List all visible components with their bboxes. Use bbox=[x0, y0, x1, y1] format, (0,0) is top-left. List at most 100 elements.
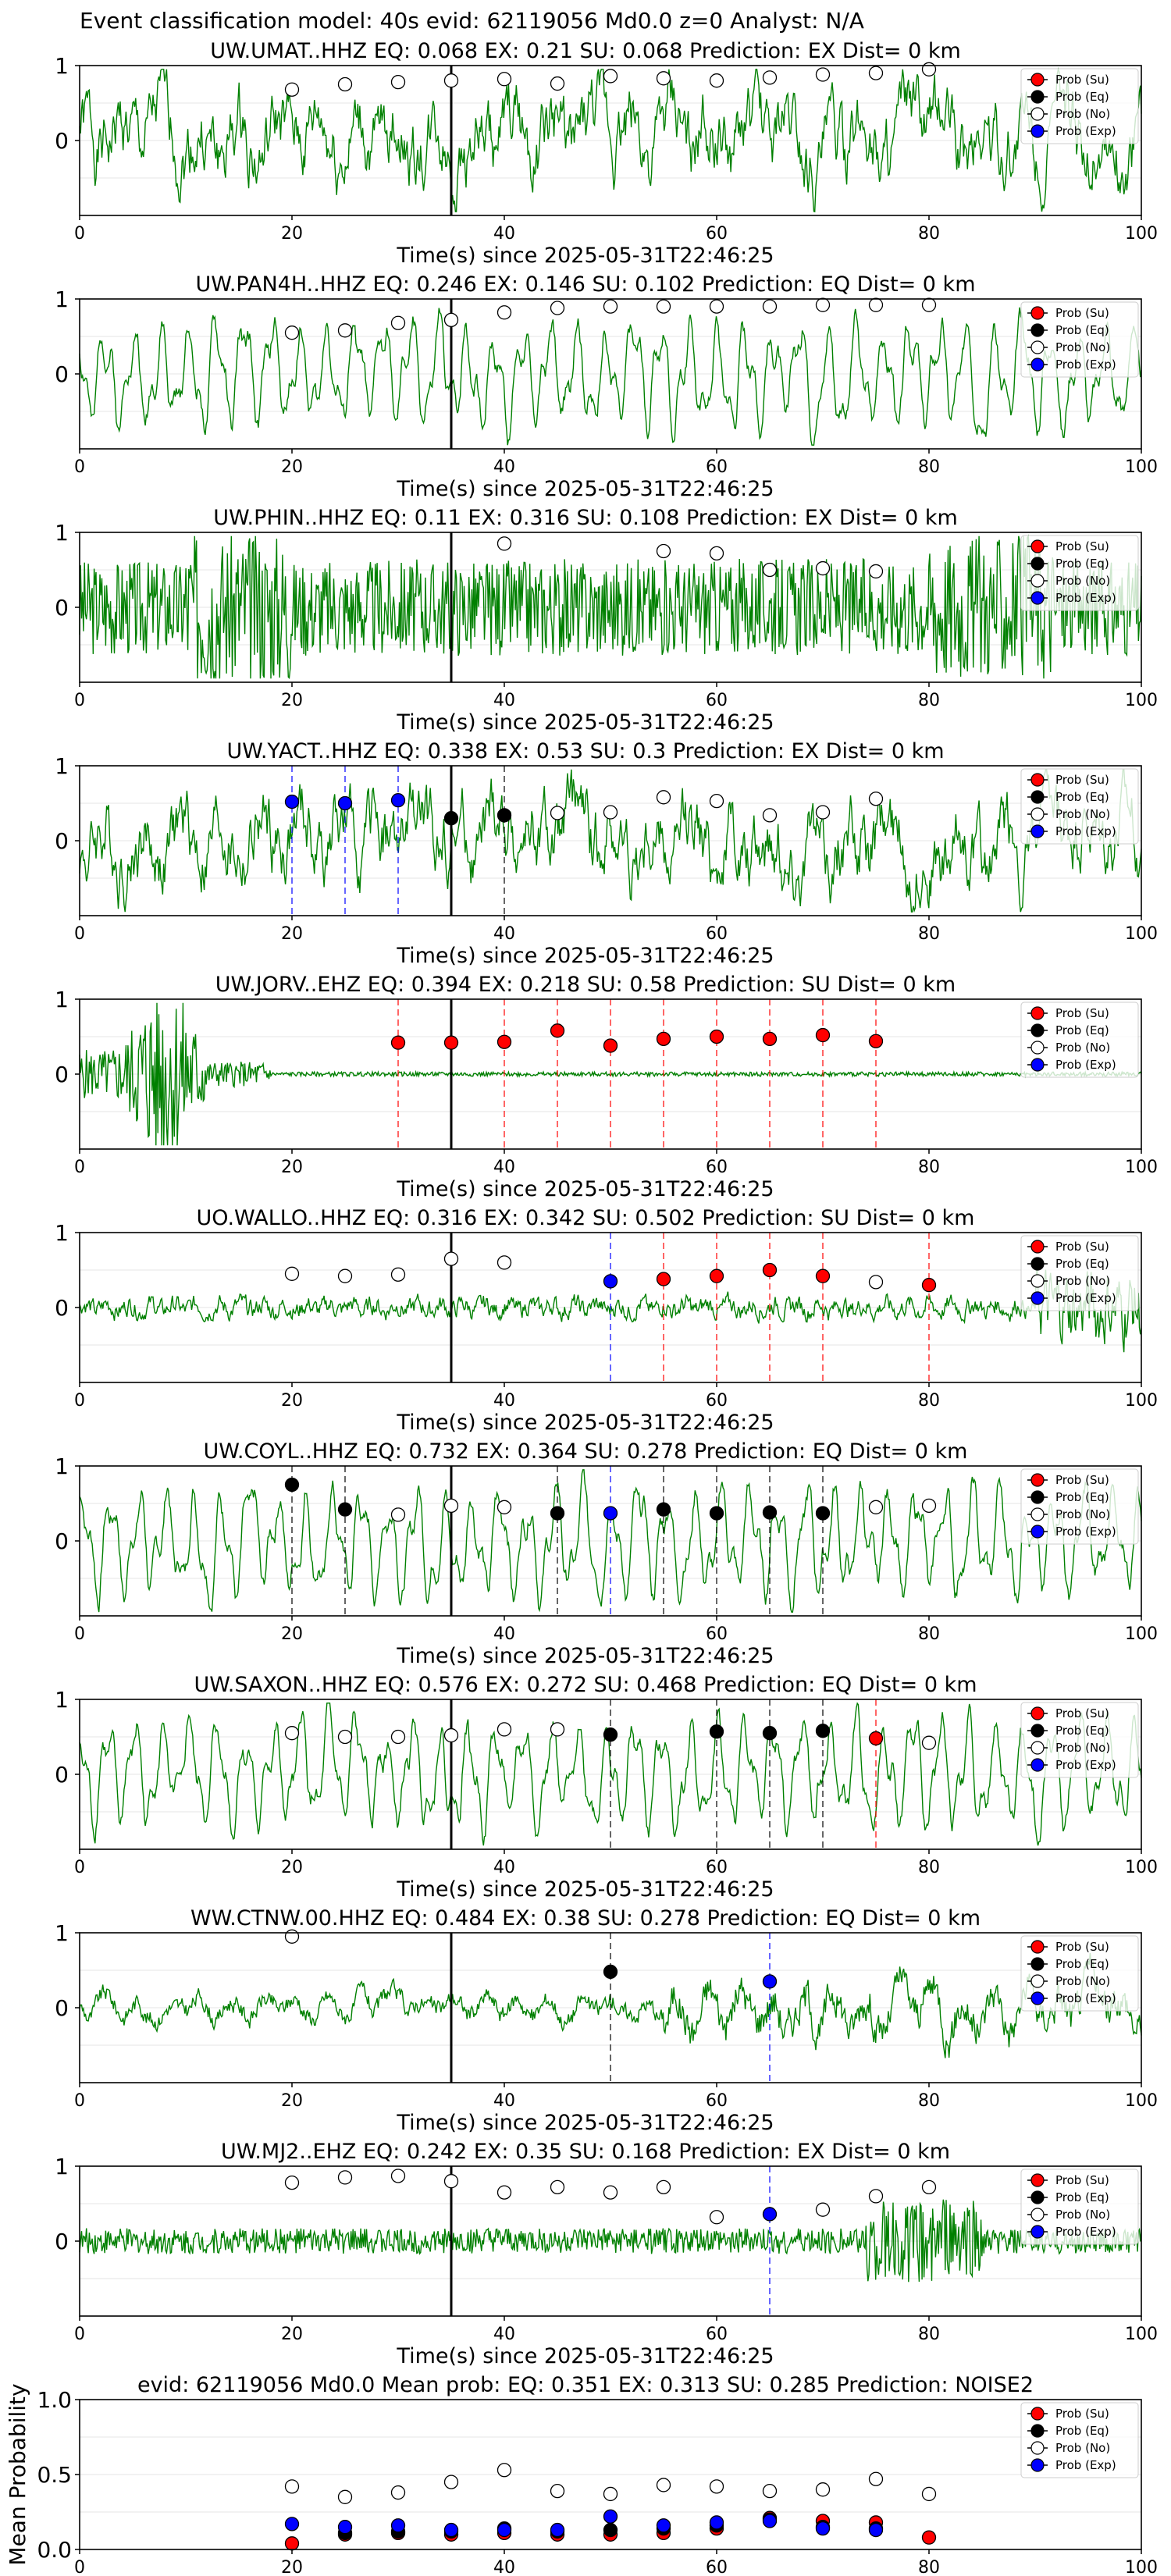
x-tick-label: 60 bbox=[706, 457, 728, 477]
prob-marker-no bbox=[921, 1498, 937, 1514]
panel-8: UW.SAXON..HHZ EQ: 0.576 EX: 0.272 SU: 0.… bbox=[55, 1673, 1158, 1902]
x-tick-label: 20 bbox=[281, 1624, 303, 1644]
prob-marker-su bbox=[921, 1278, 937, 1293]
legend-label-exp: Prob (Exp) bbox=[1055, 124, 1116, 138]
prob-marker-no bbox=[868, 297, 884, 312]
mean-prob-point-exp bbox=[603, 2509, 618, 2524]
prob-marker-su bbox=[815, 1027, 831, 1043]
legend-marker-no bbox=[1030, 107, 1045, 121]
mean-prob-point-exp bbox=[497, 2522, 512, 2538]
y-tick-label: 0 bbox=[55, 1295, 69, 1321]
legend-box bbox=[1020, 2169, 1139, 2245]
prob-marker-no bbox=[603, 69, 618, 84]
legend-marker-eq bbox=[1030, 2190, 1045, 2204]
y-tick-label: 0 bbox=[55, 595, 69, 621]
legend-marker-exp bbox=[1030, 358, 1045, 372]
panel-title: UO.WALLO..HHZ EQ: 0.316 EX: 0.342 SU: 0.… bbox=[197, 1206, 975, 1230]
x-tick-label: 60 bbox=[706, 1858, 728, 1877]
legend-label-no: Prob (No) bbox=[1055, 807, 1110, 821]
x-tick-label: 40 bbox=[493, 2558, 515, 2576]
x-tick-label: 40 bbox=[493, 1858, 515, 1877]
panel-7: UW.COYL..HHZ EQ: 0.732 EX: 0.364 SU: 0.2… bbox=[55, 1439, 1158, 1668]
mean-prob-point-exp bbox=[762, 2514, 778, 2528]
x-tick-label: 0 bbox=[74, 1624, 85, 1644]
y-tick-label: 1 bbox=[55, 1687, 69, 1713]
prob-marker-no bbox=[709, 546, 724, 561]
y-tick-label: 0 bbox=[55, 1528, 69, 1554]
legend-marker-exp bbox=[1030, 1291, 1045, 1305]
y-tick-label: 1 bbox=[55, 1453, 69, 1479]
y-tick-label: 0.0 bbox=[37, 2537, 72, 2563]
prob-marker-eq bbox=[550, 1506, 565, 1521]
prob-marker-su bbox=[868, 1731, 884, 1746]
legend-marker-exp bbox=[1030, 1525, 1045, 1539]
prob-marker-no bbox=[762, 70, 778, 85]
prob-marker-no bbox=[815, 560, 831, 576]
legend-label-su: Prob (Su) bbox=[1055, 1006, 1109, 1020]
legend-label-su: Prob (Su) bbox=[1055, 1240, 1109, 1254]
legend-label-exp: Prob (Exp) bbox=[1055, 2225, 1116, 2239]
legend-label-exp: Prob (Exp) bbox=[1055, 358, 1116, 372]
prob-marker-no bbox=[868, 1500, 884, 1514]
legend-box bbox=[1020, 768, 1139, 845]
prob-marker-no bbox=[497, 1722, 512, 1737]
panel-title: UW.SAXON..HHZ EQ: 0.576 EX: 0.272 SU: 0.… bbox=[194, 1673, 977, 1697]
prob-marker-su bbox=[762, 1262, 778, 1278]
legend-label-eq: Prob (Eq) bbox=[1055, 2190, 1109, 2204]
x-tick-label: 20 bbox=[281, 691, 303, 710]
legend-marker-su bbox=[1030, 1473, 1045, 1487]
mean-prob-point-exp bbox=[284, 2517, 300, 2532]
y-tick-label: 1 bbox=[55, 987, 69, 1012]
x-tick-label: 60 bbox=[706, 691, 728, 710]
x-tick-label: 100 bbox=[1125, 2325, 1158, 2344]
prob-marker-exp bbox=[603, 1506, 618, 1521]
x-tick-label: 100 bbox=[1125, 2091, 1158, 2111]
prob-marker-eq bbox=[709, 1506, 724, 1521]
prob-marker-su bbox=[390, 1035, 406, 1050]
y-tick-label: 0 bbox=[55, 2229, 69, 2254]
x-tick-label: 60 bbox=[706, 2325, 728, 2344]
prob-marker-no bbox=[603, 805, 618, 820]
legend-label-eq: Prob (Eq) bbox=[1055, 1957, 1109, 1971]
prob-marker-no bbox=[497, 72, 512, 87]
mean-prob-point-su bbox=[921, 2530, 937, 2545]
panel-title: UW.PAN4H..HHZ EQ: 0.246 EX: 0.146 SU: 0.… bbox=[195, 272, 975, 297]
mean-prob-point-exp bbox=[390, 2518, 406, 2533]
x-tick-label: 60 bbox=[706, 924, 728, 944]
y-tick-label: 0 bbox=[55, 1062, 69, 1087]
x-tick-label: 20 bbox=[281, 1158, 303, 1177]
legend-box bbox=[1020, 1468, 1139, 1545]
panel-title: UW.YACT..HHZ EQ: 0.338 EX: 0.53 SU: 0.3 … bbox=[226, 739, 944, 763]
x-tick-label: 40 bbox=[493, 224, 515, 244]
mean-prob-point-no bbox=[656, 2478, 671, 2492]
legend-label-exp: Prob (Exp) bbox=[1055, 1525, 1116, 1539]
legend-marker-exp bbox=[1030, 591, 1045, 605]
legend-label-eq: Prob (Eq) bbox=[1055, 557, 1109, 571]
legend-marker-su bbox=[1030, 1240, 1045, 1254]
x-tick-label: 80 bbox=[918, 2325, 940, 2344]
x-tick-label: 100 bbox=[1125, 2558, 1158, 2576]
prob-marker-no bbox=[284, 2175, 300, 2190]
x-tick-label: 0 bbox=[74, 1391, 85, 1411]
x-tick-label: 40 bbox=[493, 1391, 515, 1411]
legend-marker-no bbox=[1030, 1974, 1045, 1988]
panel-5: UW.JORV..EHZ EQ: 0.394 EX: 0.218 SU: 0.5… bbox=[55, 973, 1158, 1201]
prob-marker-no bbox=[497, 1255, 512, 1270]
prob-marker-no bbox=[762, 562, 778, 578]
prob-marker-no bbox=[497, 305, 512, 320]
legend-marker-no bbox=[1030, 1741, 1045, 1755]
prob-marker-no bbox=[762, 299, 778, 314]
legend-marker-eq bbox=[1030, 1023, 1045, 1037]
prob-marker-su bbox=[762, 1031, 778, 1047]
prob-marker-su bbox=[815, 1268, 831, 1283]
prob-marker-no bbox=[815, 297, 831, 312]
prob-marker-no bbox=[443, 73, 459, 88]
prob-marker-no bbox=[603, 299, 618, 314]
legend-marker-exp bbox=[1030, 2225, 1045, 2239]
legend-label-no: Prob (No) bbox=[1055, 1274, 1110, 1288]
legend-marker-exp bbox=[1030, 1058, 1045, 1072]
legend-marker-no bbox=[1030, 1274, 1045, 1288]
waveform-trace bbox=[79, 769, 1142, 913]
prob-marker-no bbox=[284, 1726, 300, 1741]
legend-marker-su bbox=[1030, 1940, 1045, 1954]
